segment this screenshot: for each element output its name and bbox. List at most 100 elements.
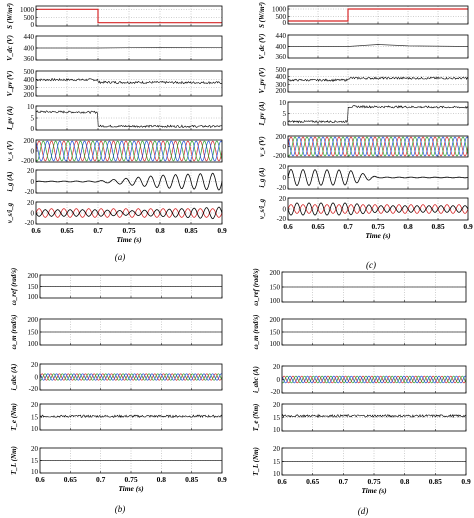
- panel-c-5: 20 0 -20 i_g (A): [258, 163, 469, 192]
- y-tick-label: 20: [31, 445, 39, 453]
- y-tick-label: 500: [276, 13, 287, 21]
- x-tick-label: 0.85: [185, 475, 198, 484]
- y-axis-label: T_L (Nm): [10, 446, 18, 475]
- y-tick-label: -20: [271, 388, 281, 396]
- y-axis-label: v_s/i_g: [6, 202, 14, 223]
- y-tick-label: 15: [273, 458, 281, 466]
- x-tick-label: 0.6: [277, 477, 287, 486]
- y-tick-label: -20: [29, 385, 39, 393]
- y-tick-label: 20: [273, 445, 281, 453]
- y-tick-label: 400: [276, 73, 287, 81]
- y-tick-label: 20: [273, 363, 281, 371]
- series-line: [288, 44, 469, 47]
- y-tick-label: -20: [277, 215, 287, 223]
- series-phase-1: [287, 136, 469, 157]
- y-tick-label: 20: [31, 401, 39, 409]
- panel-a-1: 440 400 360 V_dc (V): [6, 33, 223, 63]
- panel-c-1: 440 400 360 V_dc (V): [258, 32, 469, 61]
- y-tick-label: 0: [277, 376, 281, 384]
- x-tick-label: 0.75: [367, 477, 380, 486]
- x-tick-label: 0.7: [343, 222, 353, 231]
- x-tick-label: 0.6: [35, 475, 45, 484]
- series-line: [39, 414, 223, 419]
- y-tick-label: 20: [279, 163, 287, 171]
- x-tick-label: 0.6: [31, 226, 41, 235]
- series-line: [35, 110, 223, 129]
- y-tick-label: 0: [283, 174, 287, 182]
- x-axis-label: Time (s): [365, 231, 391, 240]
- series-line: [281, 413, 467, 419]
- y-tick-label: 20: [273, 401, 281, 409]
- y-tick-label: 200: [270, 316, 281, 324]
- series-phase-2: [287, 136, 469, 157]
- y-tick-label: 200: [28, 272, 39, 280]
- y-tick-label: 500: [276, 66, 287, 74]
- y-tick-label: 200: [24, 91, 35, 99]
- y-tick-label: 200: [24, 137, 35, 145]
- x-tick-label: 0.8: [400, 477, 410, 486]
- x-tick-label: 0.7: [339, 477, 349, 486]
- y-tick-label: 10: [31, 468, 39, 476]
- panel-d-1: 200 150 100 ω_m (rad/s): [252, 315, 467, 349]
- panel-a-5: 20 0 -20 i_g (A): [6, 167, 223, 196]
- x-tick-label: 0.65: [64, 475, 77, 484]
- subfig-label-b: (b): [115, 504, 126, 514]
- y-tick-label: 300: [276, 81, 287, 89]
- y-tick-label: 10: [273, 470, 281, 478]
- y-tick-label: 10: [273, 426, 281, 434]
- series-phase-1: [281, 375, 467, 384]
- x-tick-label: 0.8: [155, 226, 165, 235]
- y-tick-label: 0: [31, 21, 35, 29]
- x-tick-label: 0.9: [217, 226, 227, 235]
- y-tick-label: 15: [273, 414, 281, 422]
- panel-d-2: 20 0 -20 i_abc (A): [252, 363, 467, 396]
- x-tick-label: 0.75: [124, 475, 137, 484]
- y-axis-label: i_g (A): [258, 167, 266, 187]
- y-axis-label: I_pv (A): [6, 106, 14, 131]
- panel-b-4: 20 15 10 T_L (Nm) 0.6 0.65 0.7 0.75 0.8 0.85 0.9 Ti…: [10, 445, 227, 493]
- panel-c-6: 20 0-20 v_s/i_g 0.6 0.65 0.7 0.75 0.8 0.85 0.9 Tim…: [258, 195, 473, 240]
- y-axis-label: T_e (Nm): [252, 404, 260, 432]
- y-axis-label: V_pv (V): [258, 68, 266, 94]
- y-tick-label: 0: [283, 143, 287, 151]
- y-tick-label: -200: [273, 152, 286, 160]
- y-tick-label: 200: [276, 87, 287, 95]
- y-tick-label: 20: [279, 195, 287, 203]
- series-phase-2: [35, 140, 223, 162]
- x-tick-label: 0.8: [157, 475, 167, 484]
- subfig-label-c: (c): [366, 260, 376, 270]
- y-tick-label: 100: [28, 293, 39, 301]
- y-tick-label: 400: [24, 45, 35, 53]
- y-tick-label: 0: [283, 120, 287, 128]
- panel-d-0: 200 150 100 ω_ref (rad/s): [252, 268, 467, 306]
- series-phase-0: [281, 375, 467, 384]
- series-line: [35, 78, 223, 85]
- y-tick-label: 15: [31, 457, 39, 465]
- y-tick-label: 0: [31, 178, 35, 186]
- y-axis-label: ω_m (rad/s): [10, 315, 18, 350]
- x-tick-label: 0.8: [403, 222, 413, 231]
- series-line: [287, 76, 469, 82]
- x-tick-label: 0.65: [60, 226, 73, 235]
- y-tick-label: 0: [31, 210, 35, 218]
- x-tick-label: 0.9: [463, 222, 473, 231]
- panel-a-4: 200 0-200 v_s (V): [6, 137, 223, 165]
- y-axis-label: i_g (A): [6, 171, 14, 191]
- series-phase-0: [287, 136, 469, 157]
- x-axis-label: Time (s): [361, 486, 387, 495]
- panel-a-3: 10 5 0 I_pv (A): [6, 103, 223, 133]
- y-axis-label: i_abc (A): [10, 364, 18, 391]
- y-tick-label: 440: [24, 33, 35, 41]
- y-tick-label: 0: [283, 206, 287, 214]
- y-axis-label: T_e (Nm): [10, 403, 18, 431]
- y-tick-label: 200: [28, 316, 39, 324]
- series-phase-2: [39, 373, 223, 381]
- y-axis-label: V_dc (V): [6, 35, 14, 61]
- series-phase-2: [281, 375, 467, 384]
- y-tick-label: 360: [276, 53, 287, 61]
- x-tick-label: 0.7: [93, 226, 103, 235]
- y-tick-label: 20: [27, 199, 35, 207]
